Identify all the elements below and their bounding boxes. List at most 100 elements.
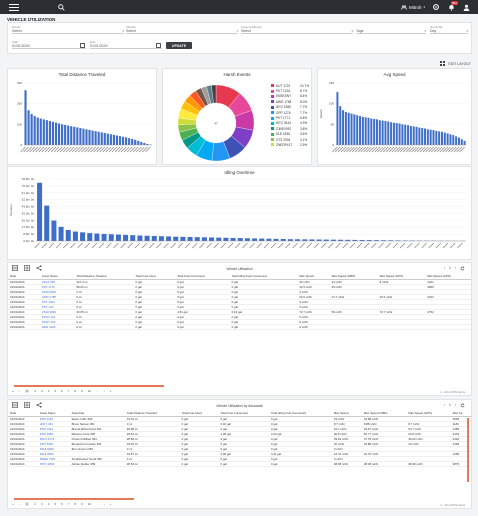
table-cell[interactable]: ZSHI 9099 xyxy=(37,446,70,453)
bar[interactable] xyxy=(440,131,443,145)
bar[interactable] xyxy=(146,143,149,145)
bar[interactable] xyxy=(24,90,27,145)
page-number-button[interactable]: 9 xyxy=(81,502,83,506)
bar[interactable] xyxy=(398,123,401,145)
table-cell[interactable]: ZZC1 186 xyxy=(40,279,75,285)
bar[interactable] xyxy=(344,111,347,145)
horizontal-scrollbar[interactable] xyxy=(14,498,134,500)
bar[interactable] xyxy=(67,125,70,145)
bar[interactable] xyxy=(404,124,407,145)
grid-icon[interactable] xyxy=(24,402,30,408)
table-cell[interactable]: ZSHI 9099 xyxy=(37,451,70,458)
bar[interactable] xyxy=(39,118,42,145)
column-header[interactable]: Max Speed (GPS) xyxy=(377,274,426,280)
bar[interactable] xyxy=(143,142,146,145)
page-number-button[interactable]: 2 xyxy=(34,502,37,506)
bar[interactable] xyxy=(421,128,424,145)
bar[interactable] xyxy=(58,226,64,241)
table-row[interactable]: 01/01/2024 ZWEE 7391 Ali Mohanuzr Dooft 39… xyxy=(8,456,471,463)
table-row[interactable]: 01/01/2024 PKNY 241 0 mi 0 gal 0 gal 0 gal 0 m… xyxy=(8,319,471,326)
table-cell[interactable]: PKT 1770 xyxy=(40,284,75,290)
bar[interactable] xyxy=(366,240,372,241)
bar[interactable] xyxy=(353,114,356,145)
last-page-button[interactable]: » xyxy=(109,502,112,506)
column-header[interactable]: Total Idling Fuel Consumed xyxy=(229,274,298,280)
column-header[interactable]: Max Speed xyxy=(331,411,362,417)
column-header[interactable]: Date xyxy=(8,274,41,280)
bar[interactable] xyxy=(42,119,45,145)
table-row[interactable]: 01/01/2024 AWD 1785 0 mi 0 gal 0 gal 0 gal 23.… xyxy=(8,294,471,300)
bar[interactable] xyxy=(121,136,125,145)
bar[interactable] xyxy=(401,124,404,145)
bar[interactable] xyxy=(345,239,351,241)
bar[interactable] xyxy=(384,121,387,145)
bar[interactable] xyxy=(409,125,412,145)
bar[interactable] xyxy=(339,106,342,145)
bar[interactable] xyxy=(370,118,373,145)
table-row[interactable]: 01/01/2024 PKD 1391 Ewan Collin 392 15.04 m… xyxy=(8,416,471,422)
column-header[interactable]: Max Sp xyxy=(450,411,471,417)
bar[interactable] xyxy=(316,239,322,241)
bar[interactable] xyxy=(131,139,134,145)
bar[interactable] xyxy=(373,118,376,145)
bar[interactable] xyxy=(158,236,164,241)
legend-item[interactable]: PKT 1234 8.7% xyxy=(271,88,309,93)
bar[interactable] xyxy=(352,239,358,241)
bar[interactable] xyxy=(180,236,186,241)
refresh-icon[interactable] xyxy=(460,402,465,408)
page-number-button[interactable]: 4 xyxy=(47,389,50,393)
table-cell[interactable]: AWD 1785 xyxy=(40,294,75,300)
group-by-select[interactable]: Day ▾ xyxy=(430,28,468,34)
page-number-button[interactable]: 5 xyxy=(54,389,57,393)
column-header[interactable]: Total Fuel Consumed xyxy=(175,274,230,280)
calendar-icon[interactable] xyxy=(80,43,85,48)
column-header[interactable]: Max Speed xyxy=(297,274,330,280)
bar[interactable] xyxy=(173,236,179,241)
page-number-button[interactable]: 8 xyxy=(74,389,77,393)
bar[interactable] xyxy=(108,234,114,241)
page-number-button[interactable]: 6 xyxy=(61,389,63,393)
column-header[interactable]: Associate xyxy=(69,411,125,417)
table-cell[interactable]: PKT 142 xyxy=(40,304,75,311)
bar[interactable] xyxy=(273,238,279,241)
first-page-button[interactable]: « xyxy=(12,502,14,506)
bar[interactable] xyxy=(85,129,88,145)
bar[interactable] xyxy=(151,235,157,241)
page-number-button[interactable]: 1 xyxy=(24,389,30,393)
bar[interactable] xyxy=(449,134,452,145)
share-icon[interactable] xyxy=(36,402,42,408)
table-cell[interactable]: ZSHI 9099 xyxy=(40,289,75,295)
bar[interactable] xyxy=(457,137,460,145)
column-header[interactable]: Asset Name xyxy=(40,274,75,280)
org-selector[interactable]: Mitroh ▾ xyxy=(401,4,425,10)
next-page-button[interactable]: › xyxy=(454,266,456,270)
bar[interactable] xyxy=(295,239,301,241)
table-row[interactable]: 01/01/2024 ZSCJ 2772 Kirsten Fl&ffied 394 2… xyxy=(8,436,471,442)
table-row[interactable]: 01/01/2024 ZSHI 9099 19.87 mi 0 gal 0.00 gal… xyxy=(8,451,471,458)
table-row[interactable]: 01/01/2024 LDKY 181 Bruce Nelson 381 0 mi 0 … xyxy=(8,421,471,427)
prev-page-button[interactable]: ‹ xyxy=(18,389,20,393)
table-icon[interactable] xyxy=(12,265,18,271)
next-page-button[interactable]: › xyxy=(454,403,456,407)
bar[interactable] xyxy=(130,235,136,241)
bar[interactable] xyxy=(37,182,43,241)
bar[interactable] xyxy=(57,123,61,145)
table-cell[interactable]: KIZT 5391 xyxy=(37,441,70,448)
bar[interactable] xyxy=(70,126,73,145)
bar[interactable] xyxy=(438,131,441,145)
bar[interactable] xyxy=(109,134,112,145)
page-number-button[interactable]: ... xyxy=(96,389,99,393)
bar[interactable] xyxy=(390,122,393,145)
bar[interactable] xyxy=(237,238,243,241)
bar[interactable] xyxy=(97,131,100,145)
page-number-button[interactable]: 7 xyxy=(67,502,70,506)
bar[interactable] xyxy=(309,239,315,241)
bar[interactable] xyxy=(230,237,236,241)
bar[interactable] xyxy=(252,238,258,241)
page-number-button[interactable]: 10 xyxy=(87,502,92,506)
column-header[interactable]: Total Distance Traveled xyxy=(124,411,180,417)
bar[interactable] xyxy=(61,124,64,145)
bar[interactable] xyxy=(137,235,143,241)
bar[interactable] xyxy=(87,233,93,241)
column-header[interactable]: Total Fuel Consumed xyxy=(218,411,269,417)
